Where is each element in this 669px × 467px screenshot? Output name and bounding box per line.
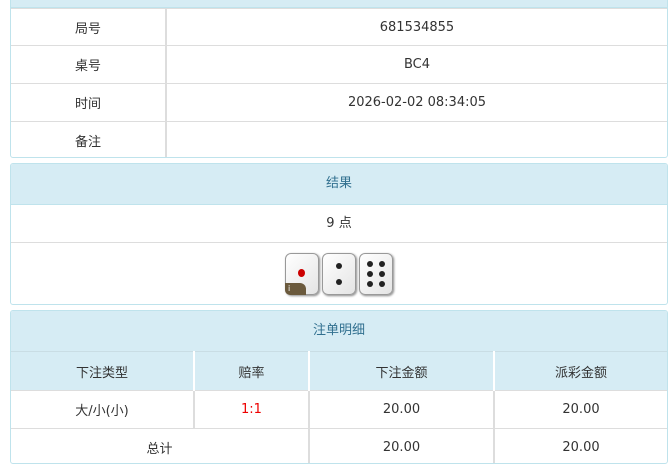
odds: 1:1 [193, 390, 309, 429]
table-row: 桌号 BC4 [11, 45, 667, 84]
bet-details-panel: 注单明细 下注类型 赔率 下注金额 派彩金额 大/小(小) 1:1 20.00 … [10, 310, 668, 464]
col-payout: 派彩金额 [493, 351, 667, 391]
table-row: 时间 2026-02-02 08:34:05 [11, 83, 667, 122]
bet-details-table: 下注类型 赔率 下注金额 派彩金额 大/小(小) 1:1 20.00 20.00… [11, 351, 667, 463]
result-panel: 结果 9 点 i [10, 163, 668, 305]
col-bet-amount: 下注金额 [308, 351, 494, 391]
table-row: 大/小(小) 1:1 20.00 20.00 [11, 390, 667, 429]
total-row: 总计 20.00 20.00 [11, 428, 667, 463]
row-label: 备注 [11, 121, 166, 157]
info-badge-icon: i [285, 283, 306, 295]
time-value: 2026-02-02 08:34:05 [165, 83, 667, 122]
round-info-panel: 局号 681534855 桌号 BC4 时间 2026-02-02 08:34:05 … [10, 0, 668, 158]
round-number: 681534855 [165, 8, 667, 46]
die-6-icon [359, 253, 393, 295]
die-1-icon: i [285, 253, 319, 295]
table-number: BC4 [165, 45, 667, 84]
col-bet-type: 下注类型 [11, 351, 194, 391]
bet-details-title: 注单明细 [11, 311, 667, 351]
payout: 20.00 [493, 390, 667, 429]
die-2-icon [322, 253, 356, 295]
row-label: 桌号 [11, 45, 166, 84]
row-label: 局号 [11, 8, 166, 46]
dice-row: i [11, 243, 667, 304]
total-payout: 20.00 [493, 428, 667, 463]
table-row: 局号 681534855 [11, 8, 667, 46]
result-title: 结果 [11, 164, 667, 205]
row-label: 时间 [11, 83, 166, 122]
header-row: 下注类型 赔率 下注金额 派彩金额 [11, 351, 667, 391]
total-label: 总计 [11, 428, 309, 463]
round-info-table: 局号 681534855 桌号 BC4 时间 2026-02-02 08:34:05 … [11, 8, 667, 157]
bet-type: 大/小(小) [11, 390, 194, 429]
total-amount: 20.00 [308, 428, 494, 463]
table-row: 备注 [11, 121, 667, 157]
panel-header [11, 0, 667, 8]
remark-value [165, 121, 667, 157]
result-points: 9 点 [11, 205, 667, 243]
col-odds: 赔率 [193, 351, 309, 391]
bet-amount: 20.00 [308, 390, 494, 429]
